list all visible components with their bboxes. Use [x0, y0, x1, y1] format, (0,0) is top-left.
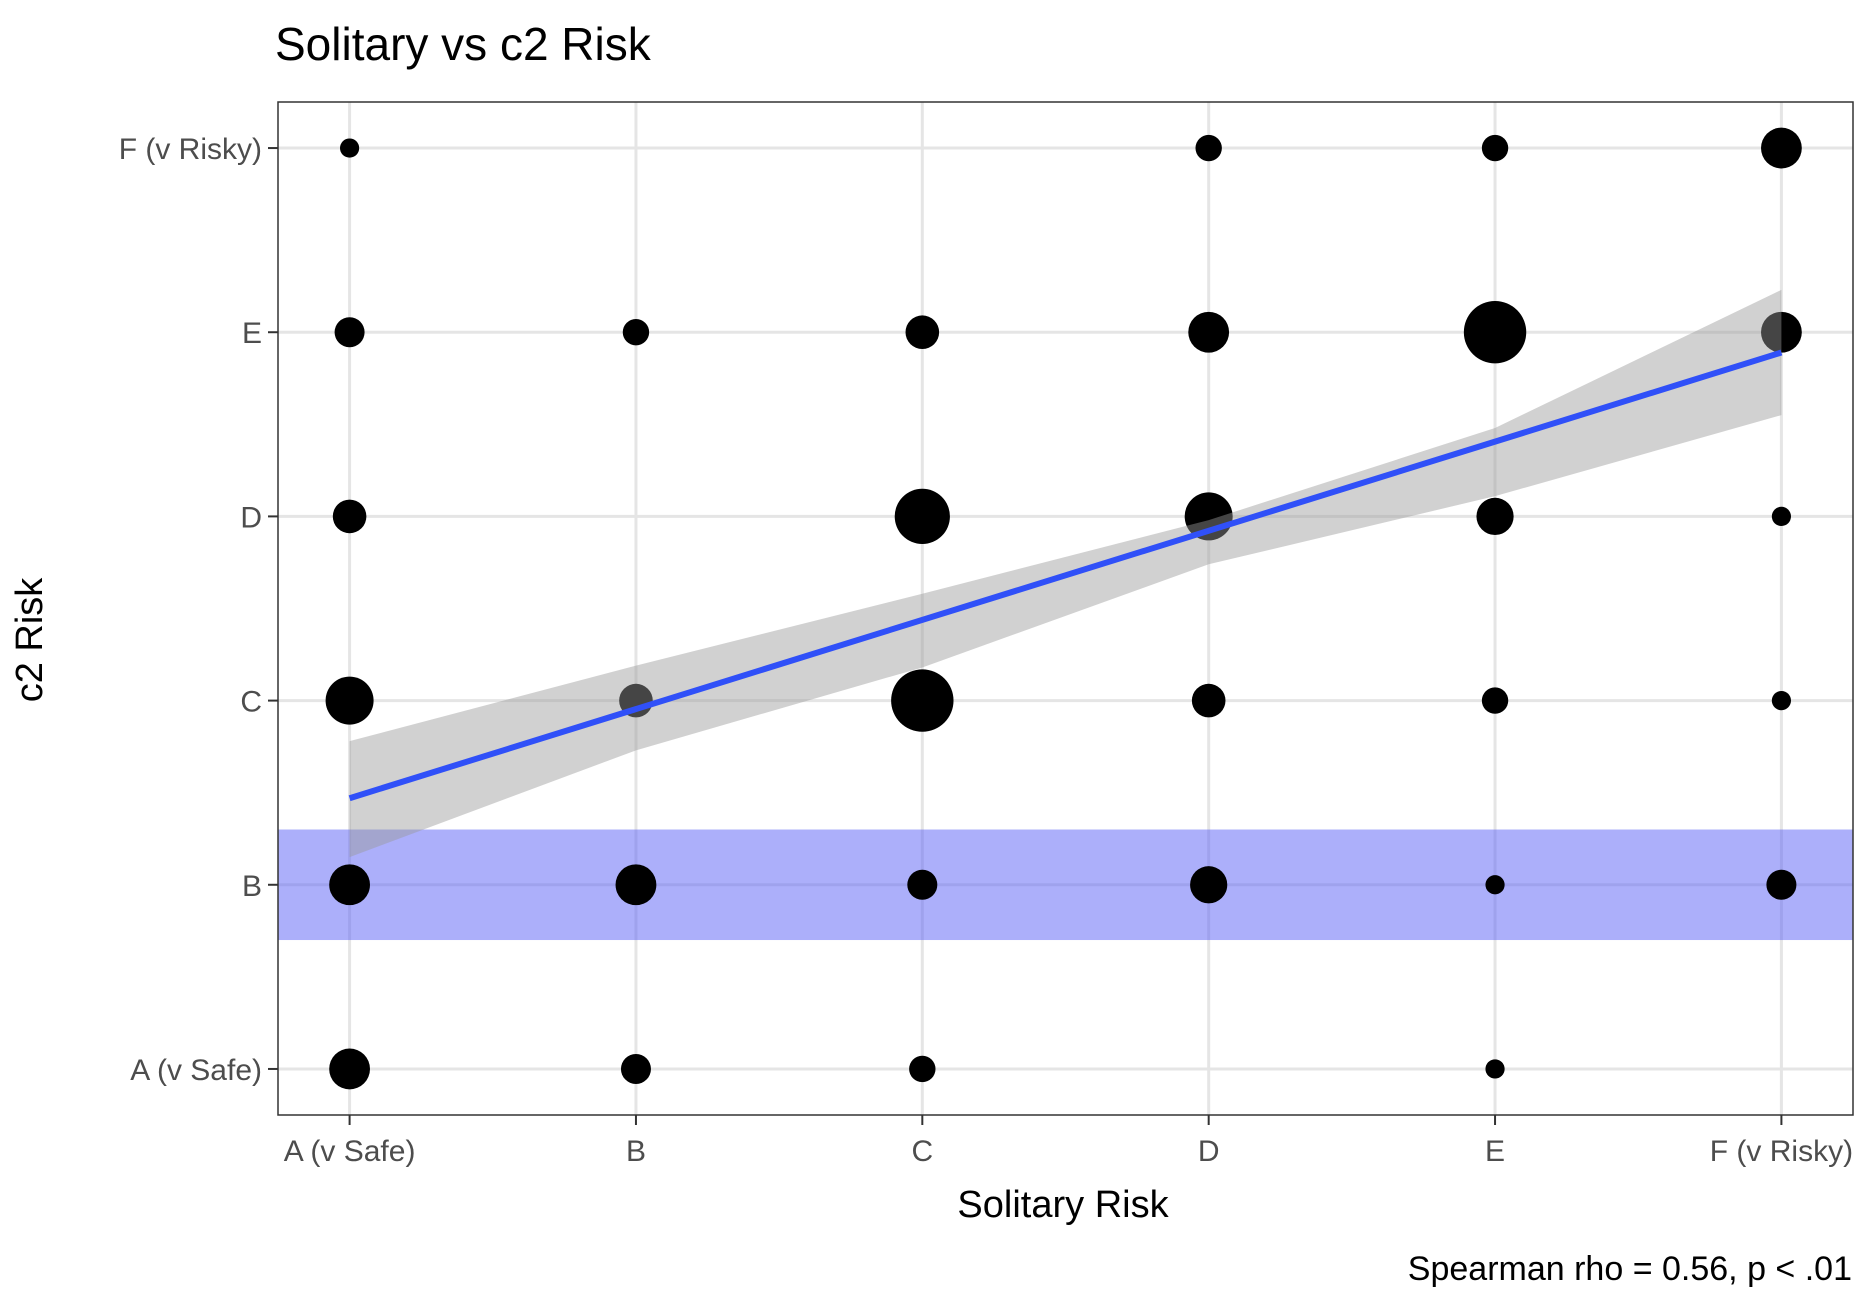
highlight-band [278, 829, 1853, 941]
y-axis-ticks: A (v Safe) B C D E F (v Risky) [119, 133, 278, 1087]
y-tick-label: E [242, 317, 262, 350]
data-point [329, 864, 370, 906]
x-axis-label: Solitary Risk [957, 1184, 1169, 1226]
data-point [615, 864, 657, 906]
grid [278, 102, 1853, 1115]
y-tick-label: A (v Safe) [130, 1054, 262, 1087]
highlight-band-layer [278, 829, 1853, 941]
data-point [620, 1053, 651, 1084]
data-point [1188, 311, 1230, 353]
data-point [1191, 683, 1226, 718]
trend-line-layer [348, 349, 1783, 802]
data-point [1761, 127, 1802, 169]
y-tick-label: C [240, 686, 262, 719]
data-point [907, 869, 938, 900]
data-point [909, 1055, 936, 1083]
x-tick-label: B [626, 1135, 646, 1168]
data-point [1481, 134, 1509, 162]
data-point [334, 317, 365, 348]
data-point [905, 315, 940, 350]
data-point [332, 499, 367, 534]
data-point [1481, 687, 1509, 714]
data-point [1476, 497, 1514, 536]
x-tick-label: C [911, 1135, 933, 1168]
data-point [891, 669, 954, 732]
y-axis-label: c2 Risk [9, 577, 51, 703]
y-tick-label: B [242, 870, 262, 903]
trend-line [348, 349, 1783, 802]
x-tick-label: A (v Safe) [284, 1135, 416, 1168]
data-point [1190, 866, 1228, 904]
x-tick-label: F (v Risky) [1710, 1135, 1853, 1168]
data-point [325, 676, 374, 725]
plot-panel-border [277, 101, 1854, 1116]
data-point [1771, 690, 1792, 711]
y-tick-label: F (v Risky) [119, 133, 262, 166]
data-point [1485, 1059, 1505, 1079]
data-point [622, 319, 650, 346]
points-layer [325, 127, 1802, 1090]
data-point [894, 488, 950, 545]
x-tick-label: D [1198, 1135, 1220, 1168]
x-axis-ticks: A (v Safe) B C D E F (v Risky) [284, 1115, 1853, 1168]
data-point [1766, 869, 1797, 900]
chart-title: Solitary vs c2 Risk [275, 18, 652, 70]
caption: Spearman rho = 0.56, p < .01 [1408, 1250, 1852, 1288]
data-point [1771, 506, 1792, 527]
data-point [1195, 134, 1222, 162]
data-point [1485, 875, 1505, 895]
data-point [1463, 301, 1527, 364]
data-point [1761, 311, 1802, 353]
data-point [339, 138, 360, 158]
y-tick-label: D [240, 501, 262, 534]
data-point [329, 1048, 370, 1090]
x-tick-label: E [1485, 1135, 1505, 1168]
